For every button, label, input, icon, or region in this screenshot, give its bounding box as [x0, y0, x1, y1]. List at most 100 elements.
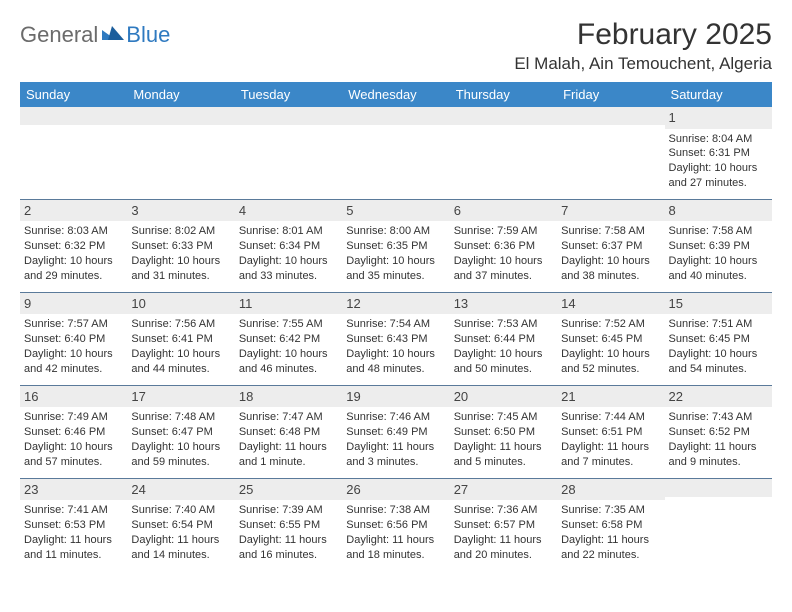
calendar-cell: 18Sunrise: 7:47 AMSunset: 6:48 PMDayligh… — [235, 385, 342, 478]
day-number: 4 — [235, 200, 342, 222]
cell-line: Sunset: 6:54 PM — [131, 518, 230, 533]
cell-line: Daylight: 10 hours and 48 minutes. — [346, 347, 445, 377]
dayhdr-tue: Tuesday — [235, 82, 342, 107]
calendar-cell: 8Sunrise: 7:58 AMSunset: 6:39 PMDaylight… — [665, 199, 772, 292]
calendar-cell: 22Sunrise: 7:43 AMSunset: 6:52 PMDayligh… — [665, 385, 772, 478]
cell-line: Sunrise: 7:47 AM — [239, 410, 338, 425]
cell-line: Daylight: 10 hours and 44 minutes. — [131, 347, 230, 377]
cell-line: Daylight: 10 hours and 37 minutes. — [454, 254, 553, 284]
cell-line: Daylight: 11 hours and 20 minutes. — [454, 533, 553, 563]
calendar-cell: 4Sunrise: 8:01 AMSunset: 6:34 PMDaylight… — [235, 199, 342, 292]
calendar-cell — [235, 107, 342, 199]
cell-line: Sunrise: 7:43 AM — [669, 410, 768, 425]
cell-line: Sunrise: 7:52 AM — [561, 317, 660, 332]
cell-line: Sunrise: 8:02 AM — [131, 224, 230, 239]
day-number: 11 — [235, 293, 342, 315]
cell-line: Sunrise: 7:45 AM — [454, 410, 553, 425]
cell-line: Daylight: 11 hours and 16 minutes. — [239, 533, 338, 563]
cell-line: Daylight: 11 hours and 5 minutes. — [454, 440, 553, 470]
dayhdr-mon: Monday — [127, 82, 234, 107]
calendar-body: 1Sunrise: 8:04 AMSunset: 6:31 PMDaylight… — [20, 107, 772, 571]
cell-line: Sunset: 6:33 PM — [131, 239, 230, 254]
calendar-cell: 10Sunrise: 7:56 AMSunset: 6:41 PMDayligh… — [127, 292, 234, 385]
calendar-cell: 15Sunrise: 7:51 AMSunset: 6:45 PMDayligh… — [665, 292, 772, 385]
calendar-cell: 9Sunrise: 7:57 AMSunset: 6:40 PMDaylight… — [20, 292, 127, 385]
cell-line: Sunset: 6:46 PM — [24, 425, 123, 440]
day-number — [127, 107, 234, 125]
cell-line: Sunset: 6:40 PM — [24, 332, 123, 347]
calendar-cell: 7Sunrise: 7:58 AMSunset: 6:37 PMDaylight… — [557, 199, 664, 292]
cell-line: Daylight: 10 hours and 27 minutes. — [669, 161, 768, 191]
cell-line: Sunset: 6:47 PM — [131, 425, 230, 440]
cell-line: Daylight: 11 hours and 9 minutes. — [669, 440, 768, 470]
cell-line: Sunrise: 7:49 AM — [24, 410, 123, 425]
cell-line: Sunset: 6:58 PM — [561, 518, 660, 533]
cell-line: Sunrise: 8:01 AM — [239, 224, 338, 239]
logo-text-general: General — [20, 22, 98, 48]
calendar-cell: 6Sunrise: 7:59 AMSunset: 6:36 PMDaylight… — [450, 199, 557, 292]
cell-line: Sunset: 6:44 PM — [454, 332, 553, 347]
cell-line: Sunset: 6:52 PM — [669, 425, 768, 440]
cell-line: Daylight: 10 hours and 54 minutes. — [669, 347, 768, 377]
cell-line: Daylight: 11 hours and 3 minutes. — [346, 440, 445, 470]
calendar-row: 9Sunrise: 7:57 AMSunset: 6:40 PMDaylight… — [20, 292, 772, 385]
cell-line: Sunset: 6:53 PM — [24, 518, 123, 533]
cell-line: Daylight: 11 hours and 18 minutes. — [346, 533, 445, 563]
day-number: 23 — [20, 479, 127, 501]
cell-line: Sunset: 6:39 PM — [669, 239, 768, 254]
day-number: 8 — [665, 200, 772, 222]
cell-line: Sunset: 6:32 PM — [24, 239, 123, 254]
cell-line: Sunrise: 7:53 AM — [454, 317, 553, 332]
day-number: 27 — [450, 479, 557, 501]
cell-line: Sunrise: 7:48 AM — [131, 410, 230, 425]
cell-line: Daylight: 11 hours and 14 minutes. — [131, 533, 230, 563]
day-number — [20, 107, 127, 125]
cell-line: Sunset: 6:45 PM — [669, 332, 768, 347]
calendar-cell — [665, 478, 772, 570]
cell-line: Sunset: 6:37 PM — [561, 239, 660, 254]
calendar-cell: 28Sunrise: 7:35 AMSunset: 6:58 PMDayligh… — [557, 478, 664, 570]
cell-line: Sunrise: 7:55 AM — [239, 317, 338, 332]
cell-line: Sunrise: 7:58 AM — [561, 224, 660, 239]
calendar-cell — [127, 107, 234, 199]
location-subtitle: El Malah, Ain Temouchent, Algeria — [514, 54, 772, 74]
calendar-row: 16Sunrise: 7:49 AMSunset: 6:46 PMDayligh… — [20, 385, 772, 478]
cell-line: Daylight: 10 hours and 31 minutes. — [131, 254, 230, 284]
cell-line: Daylight: 10 hours and 42 minutes. — [24, 347, 123, 377]
day-number: 6 — [450, 200, 557, 222]
cell-line: Sunset: 6:35 PM — [346, 239, 445, 254]
calendar-row: 1Sunrise: 8:04 AMSunset: 6:31 PMDaylight… — [20, 107, 772, 199]
dayhdr-fri: Friday — [557, 82, 664, 107]
cell-line: Sunset: 6:31 PM — [669, 146, 768, 161]
cell-line: Daylight: 11 hours and 1 minute. — [239, 440, 338, 470]
day-number: 3 — [127, 200, 234, 222]
cell-line: Sunrise: 7:40 AM — [131, 503, 230, 518]
calendar-cell: 1Sunrise: 8:04 AMSunset: 6:31 PMDaylight… — [665, 107, 772, 199]
title-block: February 2025 El Malah, Ain Temouchent, … — [514, 18, 772, 74]
cell-line: Sunset: 6:34 PM — [239, 239, 338, 254]
day-number: 12 — [342, 293, 449, 315]
day-number: 15 — [665, 293, 772, 315]
cell-line: Sunset: 6:49 PM — [346, 425, 445, 440]
cell-line: Sunrise: 8:04 AM — [669, 132, 768, 147]
logo-text-blue: Blue — [126, 22, 170, 48]
calendar-cell: 21Sunrise: 7:44 AMSunset: 6:51 PMDayligh… — [557, 385, 664, 478]
calendar-cell — [20, 107, 127, 199]
cell-line: Sunrise: 7:46 AM — [346, 410, 445, 425]
cell-line: Sunset: 6:50 PM — [454, 425, 553, 440]
cell-line: Daylight: 10 hours and 52 minutes. — [561, 347, 660, 377]
dayhdr-wed: Wednesday — [342, 82, 449, 107]
calendar-row: 23Sunrise: 7:41 AMSunset: 6:53 PMDayligh… — [20, 478, 772, 570]
day-number: 18 — [235, 386, 342, 408]
calendar-cell: 12Sunrise: 7:54 AMSunset: 6:43 PMDayligh… — [342, 292, 449, 385]
cell-line: Sunset: 6:57 PM — [454, 518, 553, 533]
calendar-cell: 25Sunrise: 7:39 AMSunset: 6:55 PMDayligh… — [235, 478, 342, 570]
day-number: 14 — [557, 293, 664, 315]
cell-line: Daylight: 10 hours and 59 minutes. — [131, 440, 230, 470]
day-number: 17 — [127, 386, 234, 408]
cell-line: Sunrise: 7:36 AM — [454, 503, 553, 518]
cell-line: Daylight: 10 hours and 29 minutes. — [24, 254, 123, 284]
calendar-cell — [450, 107, 557, 199]
cell-line: Sunrise: 7:39 AM — [239, 503, 338, 518]
month-title: February 2025 — [514, 18, 772, 52]
